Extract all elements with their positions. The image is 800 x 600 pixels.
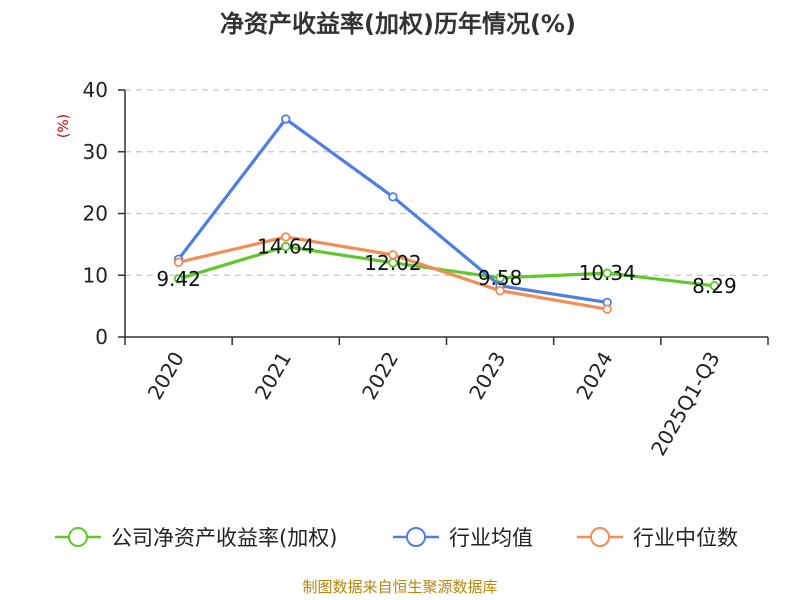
legend-label: 行业均值 [449, 526, 533, 550]
data-point [281, 241, 291, 252]
x-tick-label: 2021 [250, 348, 296, 404]
data-label: 9.42 [156, 267, 201, 291]
data-label: 10.34 [579, 261, 636, 285]
legend-marker [68, 527, 88, 547]
y-tick-label: 20 [83, 202, 108, 226]
x-tick-label: 2022 [357, 348, 403, 404]
x-tick-label: 2024 [571, 348, 617, 404]
data-label: 8.29 [692, 274, 737, 298]
y-axis-label: (%) [56, 114, 72, 138]
x-tick-label: 2020 [143, 348, 189, 404]
series-group [173, 114, 720, 314]
data-point [281, 232, 291, 242]
chart-title: 净资产收益率(加权)历年情况(%) [220, 10, 576, 38]
data-label: 9.58 [478, 266, 523, 290]
legend-marker [406, 527, 426, 547]
legend-label: 公司净资产收益率(加权) [111, 526, 337, 550]
legend: 公司净资产收益率(加权) 行业均值 行业中位数 [55, 526, 738, 550]
data-point [173, 274, 184, 284]
data-labels: 9.42 14.64 12.02 9.58 10.34 8.29 [156, 235, 736, 298]
data-label: 12.02 [364, 251, 421, 275]
source-note: 制图数据来自恒生聚源数据库 [302, 578, 497, 596]
data-point [173, 257, 184, 267]
data-point [495, 285, 505, 296]
y-tick-label: 0 [95, 325, 108, 349]
y-tick-label: 30 [83, 140, 108, 164]
grid-lines [125, 89, 768, 276]
legend-label: 行业中位数 [633, 526, 738, 550]
series-line [178, 244, 715, 288]
data-label: 14.64 [257, 235, 314, 259]
y-tick-label: 40 [83, 78, 108, 102]
legend-marker [590, 527, 610, 547]
x-tick-label: 2023 [464, 348, 510, 404]
x-tick-label: 2025Q1-Q3 [646, 348, 725, 460]
data-point [388, 250, 398, 260]
data-point [388, 192, 398, 202]
data-point [709, 281, 720, 291]
data-point [602, 268, 612, 278]
data-point [602, 304, 612, 314]
y-tick-label: 10 [83, 263, 108, 287]
data-point [281, 114, 291, 124]
